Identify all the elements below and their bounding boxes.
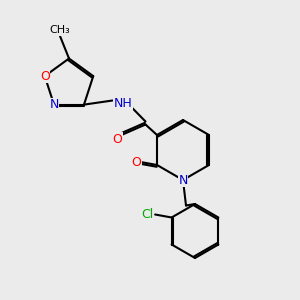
Text: NH: NH	[114, 97, 132, 110]
Text: Cl: Cl	[142, 208, 154, 221]
Text: O: O	[112, 133, 122, 146]
Text: CH₃: CH₃	[50, 25, 70, 35]
Text: O: O	[40, 70, 50, 83]
Text: O: O	[131, 155, 141, 169]
Text: N: N	[178, 173, 188, 187]
Text: N: N	[49, 98, 59, 111]
